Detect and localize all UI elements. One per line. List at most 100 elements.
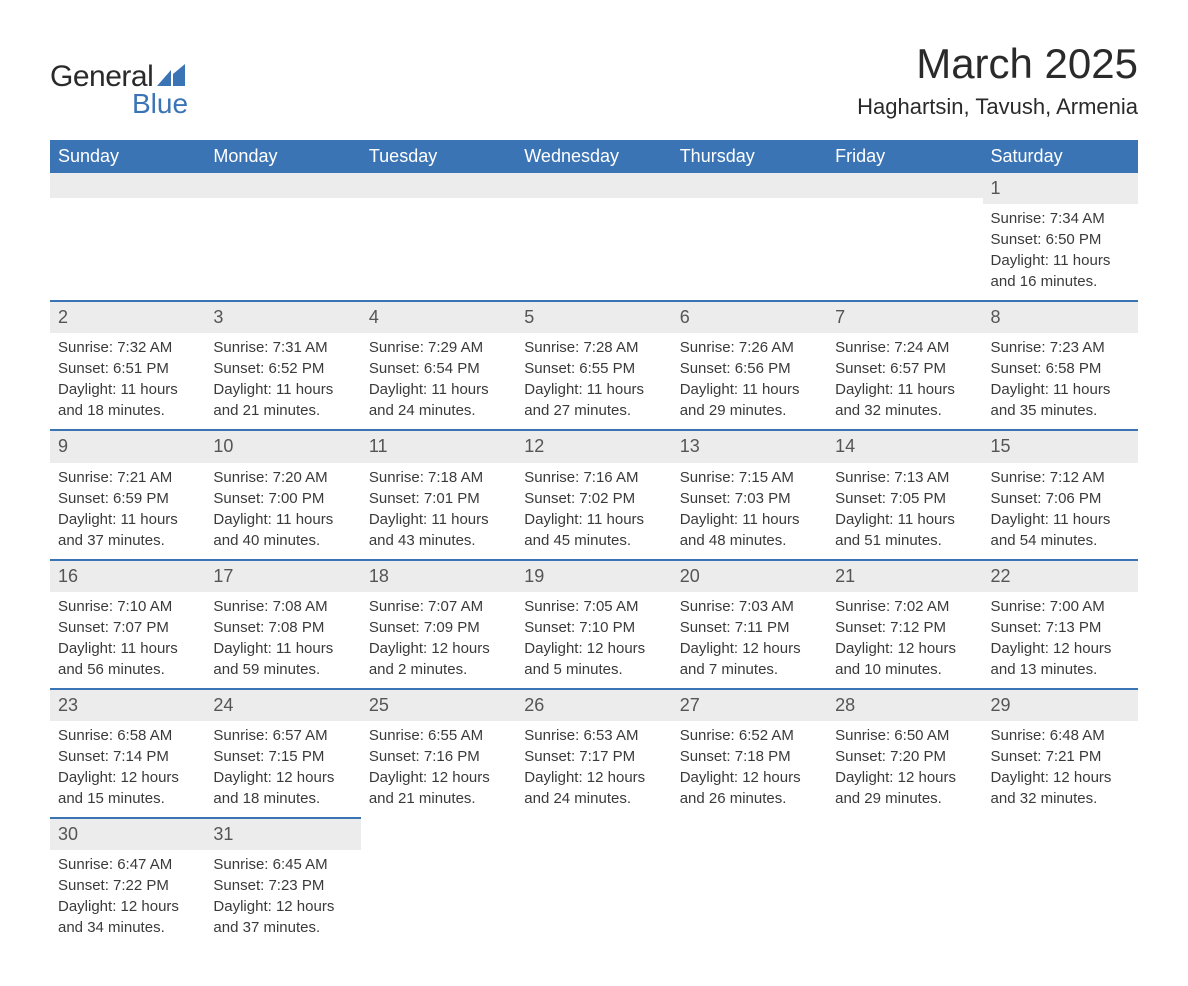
day-details: Sunrise: 7:16 AMSunset: 7:02 PMDaylight:… (516, 463, 671, 559)
sunset-line: Sunset: 7:12 PM (835, 617, 974, 638)
day-details: Sunrise: 7:23 AMSunset: 6:58 PMDaylight:… (983, 333, 1138, 429)
sunset-line: Sunset: 7:21 PM (991, 746, 1130, 767)
day-details: Sunrise: 7:03 AMSunset: 7:11 PMDaylight:… (672, 592, 827, 688)
calendar-cell: 14Sunrise: 7:13 AMSunset: 7:05 PMDayligh… (827, 430, 982, 559)
calendar-cell: 25Sunrise: 6:55 AMSunset: 7:16 PMDayligh… (361, 689, 516, 818)
sunset-line: Sunset: 7:01 PM (369, 488, 508, 509)
sunrise-line: Sunrise: 6:57 AM (213, 725, 352, 746)
day-header: Monday (205, 140, 360, 173)
sunrise-line: Sunrise: 7:18 AM (369, 467, 508, 488)
day-details: Sunrise: 6:57 AMSunset: 7:15 PMDaylight:… (205, 721, 360, 817)
day-details: Sunrise: 7:18 AMSunset: 7:01 PMDaylight:… (361, 463, 516, 559)
day-details: Sunrise: 7:24 AMSunset: 6:57 PMDaylight:… (827, 333, 982, 429)
daylight-line: Daylight: 12 hours and 29 minutes. (835, 767, 974, 809)
day-number: 13 (672, 431, 827, 462)
sunset-line: Sunset: 7:20 PM (835, 746, 974, 767)
daylight-line: Daylight: 12 hours and 26 minutes. (680, 767, 819, 809)
daylight-line: Daylight: 11 hours and 48 minutes. (680, 509, 819, 551)
day-header: Tuesday (361, 140, 516, 173)
calendar-cell (672, 818, 827, 946)
day-details: Sunrise: 7:02 AMSunset: 7:12 PMDaylight:… (827, 592, 982, 688)
day-number: 26 (516, 690, 671, 721)
day-details: Sunrise: 7:34 AMSunset: 6:50 PMDaylight:… (983, 204, 1138, 300)
day-number: 11 (361, 431, 516, 462)
day-details: Sunrise: 6:55 AMSunset: 7:16 PMDaylight:… (361, 721, 516, 817)
sunrise-line: Sunrise: 6:48 AM (991, 725, 1130, 746)
day-number: 28 (827, 690, 982, 721)
sunrise-line: Sunrise: 6:47 AM (58, 854, 197, 875)
sunset-line: Sunset: 7:17 PM (524, 746, 663, 767)
sunrise-line: Sunrise: 6:55 AM (369, 725, 508, 746)
calendar-cell: 28Sunrise: 6:50 AMSunset: 7:20 PMDayligh… (827, 689, 982, 818)
sunrise-line: Sunrise: 7:20 AM (213, 467, 352, 488)
day-details: Sunrise: 7:29 AMSunset: 6:54 PMDaylight:… (361, 333, 516, 429)
daylight-line: Daylight: 11 hours and 24 minutes. (369, 379, 508, 421)
sunset-line: Sunset: 7:13 PM (991, 617, 1130, 638)
sunset-line: Sunset: 6:50 PM (991, 229, 1130, 250)
day-number: 10 (205, 431, 360, 462)
daylight-line: Daylight: 11 hours and 32 minutes. (835, 379, 974, 421)
day-details: Sunrise: 6:52 AMSunset: 7:18 PMDaylight:… (672, 721, 827, 817)
sunset-line: Sunset: 7:11 PM (680, 617, 819, 638)
calendar-cell: 21Sunrise: 7:02 AMSunset: 7:12 PMDayligh… (827, 560, 982, 689)
calendar-cell: 4Sunrise: 7:29 AMSunset: 6:54 PMDaylight… (361, 301, 516, 430)
day-number: 3 (205, 302, 360, 333)
sunset-line: Sunset: 6:58 PM (991, 358, 1130, 379)
day-details: Sunrise: 7:08 AMSunset: 7:08 PMDaylight:… (205, 592, 360, 688)
calendar-week-row: 23Sunrise: 6:58 AMSunset: 7:14 PMDayligh… (50, 689, 1138, 818)
calendar-cell: 31Sunrise: 6:45 AMSunset: 7:23 PMDayligh… (205, 818, 360, 946)
sunrise-line: Sunrise: 7:00 AM (991, 596, 1130, 617)
day-number: 22 (983, 561, 1138, 592)
location-subtitle: Haghartsin, Tavush, Armenia (857, 94, 1138, 120)
day-number: 4 (361, 302, 516, 333)
day-details: Sunrise: 7:15 AMSunset: 7:03 PMDaylight:… (672, 463, 827, 559)
day-number: 27 (672, 690, 827, 721)
calendar-cell: 16Sunrise: 7:10 AMSunset: 7:07 PMDayligh… (50, 560, 205, 689)
calendar-cell: 7Sunrise: 7:24 AMSunset: 6:57 PMDaylight… (827, 301, 982, 430)
day-details: Sunrise: 7:00 AMSunset: 7:13 PMDaylight:… (983, 592, 1138, 688)
calendar-cell (516, 173, 671, 301)
sunrise-line: Sunrise: 7:08 AM (213, 596, 352, 617)
calendar-week-row: 9Sunrise: 7:21 AMSunset: 6:59 PMDaylight… (50, 430, 1138, 559)
sunrise-line: Sunrise: 7:10 AM (58, 596, 197, 617)
calendar-cell (50, 173, 205, 301)
sunset-line: Sunset: 7:16 PM (369, 746, 508, 767)
calendar-cell: 24Sunrise: 6:57 AMSunset: 7:15 PMDayligh… (205, 689, 360, 818)
daylight-line: Daylight: 11 hours and 18 minutes. (58, 379, 197, 421)
calendar-cell (205, 173, 360, 301)
day-number: 25 (361, 690, 516, 721)
day-number-bar (672, 173, 827, 198)
day-number: 1 (983, 173, 1138, 204)
day-details: Sunrise: 7:21 AMSunset: 6:59 PMDaylight:… (50, 463, 205, 559)
sunrise-line: Sunrise: 7:21 AM (58, 467, 197, 488)
calendar-cell (827, 818, 982, 946)
daylight-line: Daylight: 12 hours and 10 minutes. (835, 638, 974, 680)
calendar-cell (672, 173, 827, 301)
calendar-cell: 22Sunrise: 7:00 AMSunset: 7:13 PMDayligh… (983, 560, 1138, 689)
sunset-line: Sunset: 6:54 PM (369, 358, 508, 379)
calendar-cell (361, 818, 516, 946)
calendar-cell: 9Sunrise: 7:21 AMSunset: 6:59 PMDaylight… (50, 430, 205, 559)
sunrise-line: Sunrise: 7:29 AM (369, 337, 508, 358)
day-details: Sunrise: 6:53 AMSunset: 7:17 PMDaylight:… (516, 721, 671, 817)
day-details: Sunrise: 7:05 AMSunset: 7:10 PMDaylight:… (516, 592, 671, 688)
day-details: Sunrise: 6:58 AMSunset: 7:14 PMDaylight:… (50, 721, 205, 817)
day-header: Sunday (50, 140, 205, 173)
day-number: 24 (205, 690, 360, 721)
calendar-week-row: 30Sunrise: 6:47 AMSunset: 7:22 PMDayligh… (50, 818, 1138, 946)
day-number-bar (205, 173, 360, 198)
sunset-line: Sunset: 7:22 PM (58, 875, 197, 896)
day-number: 29 (983, 690, 1138, 721)
calendar-cell: 23Sunrise: 6:58 AMSunset: 7:14 PMDayligh… (50, 689, 205, 818)
calendar-cell (361, 173, 516, 301)
day-header: Saturday (983, 140, 1138, 173)
sunrise-line: Sunrise: 7:34 AM (991, 208, 1130, 229)
day-details: Sunrise: 6:50 AMSunset: 7:20 PMDaylight:… (827, 721, 982, 817)
daylight-line: Daylight: 11 hours and 45 minutes. (524, 509, 663, 551)
day-number-bar (516, 173, 671, 198)
daylight-line: Daylight: 11 hours and 37 minutes. (58, 509, 197, 551)
day-header: Thursday (672, 140, 827, 173)
sunrise-line: Sunrise: 6:53 AM (524, 725, 663, 746)
sunrise-line: Sunrise: 7:16 AM (524, 467, 663, 488)
sunrise-line: Sunrise: 7:12 AM (991, 467, 1130, 488)
